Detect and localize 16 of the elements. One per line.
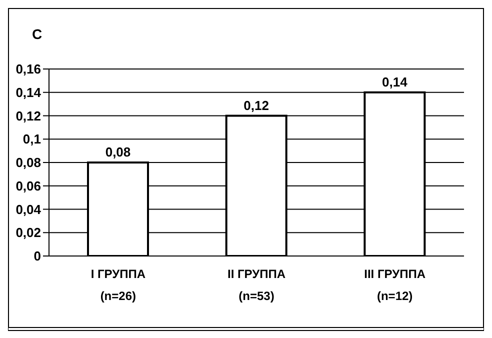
x-tick-label: III ГРУППА (n=12): [364, 267, 426, 303]
data-label: 0,12: [244, 98, 269, 113]
y-tick-label: 0,04: [16, 202, 42, 217]
data-label: 0,14: [382, 74, 408, 90]
y-tick-label: 0: [34, 248, 41, 264]
y-tick-label: 0,14: [16, 84, 42, 100]
y-tick-label: 0,02: [16, 225, 41, 240]
y-axis-title: C: [32, 26, 42, 42]
y-tick-label: 0,08: [16, 155, 41, 170]
x-tick-label: II ГРУППА (n=53): [227, 267, 286, 303]
y-tick-label: 0,1: [22, 132, 41, 147]
y-tick-label: 0,06: [16, 178, 41, 194]
data-label: 0,08: [105, 144, 131, 160]
y-tick-label: 0,16: [16, 62, 41, 77]
y-tick-label: 0,12: [16, 108, 41, 124]
x-tick-label: I ГРУППА (n=26): [90, 267, 146, 303]
